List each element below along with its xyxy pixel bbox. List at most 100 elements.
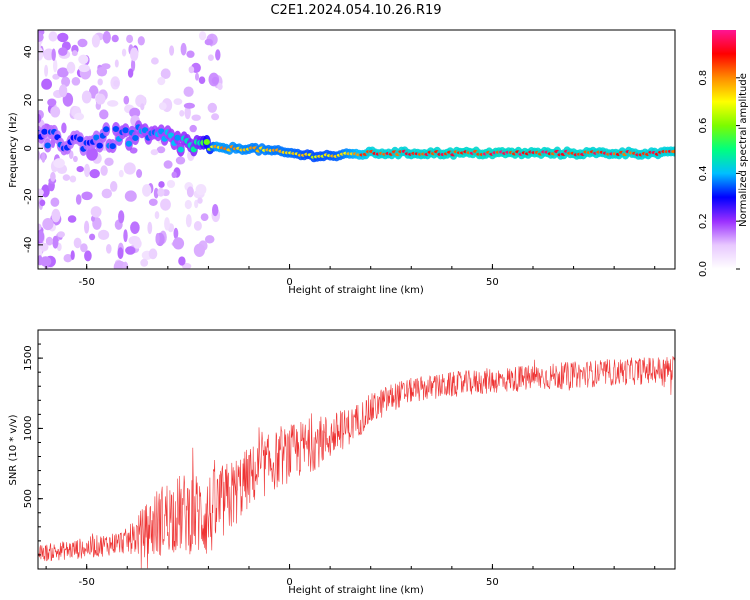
- heatmap-speckle: [175, 156, 186, 165]
- colorbar-tick-label: 0.6: [698, 118, 709, 134]
- heatmap-speckle: [198, 76, 206, 84]
- heatmap-speckle: [130, 47, 139, 62]
- heatmap-speckle: [184, 105, 191, 120]
- heatmap-speckle: [130, 221, 140, 234]
- heatmap-speckle: [50, 171, 56, 182]
- heatmap-speckle: [129, 107, 141, 118]
- heatmap-ridge-core: [44, 142, 51, 149]
- heatmap-speckle: [73, 237, 82, 249]
- heatmap-ridge-core: [203, 139, 210, 145]
- heatmap-speckle: [147, 221, 153, 235]
- heatmap-speckle: [39, 256, 52, 267]
- heatmap-speckle: [193, 243, 205, 257]
- heatmap-speckle: [45, 236, 54, 246]
- heatmap-speckle: [136, 169, 143, 178]
- heatmap-speckle: [84, 250, 92, 262]
- heatmap-ridge-core: [103, 126, 110, 133]
- heatmap-speckle: [191, 114, 201, 121]
- heatmap-speckle: [48, 31, 58, 42]
- heatmap-speckle: [204, 38, 213, 46]
- heatmap-speckle: [200, 213, 209, 222]
- heatmap-speckle: [90, 206, 102, 218]
- colorbar-tick-label: 0.4: [698, 165, 709, 181]
- heatmap-speckle: [180, 42, 187, 56]
- colorbar-tick-label: 0.0: [698, 261, 709, 277]
- heatmap-speckle: [39, 199, 46, 207]
- heatmap-speckle: [207, 54, 214, 61]
- heatmap-speckle: [195, 72, 199, 81]
- heatmap-speckle: [50, 106, 61, 118]
- heatmap-speckle: [217, 82, 223, 91]
- heatmap-speckle: [118, 210, 125, 224]
- snr-frame: [37, 329, 676, 570]
- colorbar-ticks: 0.0 0.2 0.4 0.6 0.8: [698, 70, 740, 277]
- heatmap-speckle: [89, 233, 96, 241]
- heatmap-speckle: [164, 217, 170, 231]
- heatmap-speckle: [38, 150, 41, 161]
- heatmap-speckle: [44, 64, 49, 77]
- heatmap-speckle: [57, 67, 69, 78]
- heatmap-ridge-core: [177, 146, 184, 153]
- heatmap-speckle: [91, 215, 95, 222]
- heatmap-speckle: [184, 199, 192, 210]
- heatmap-speckle: [160, 68, 171, 79]
- heatmap-speckle: [123, 95, 130, 105]
- heatmap-speckle: [173, 227, 179, 240]
- heatmap-speckle: [178, 256, 186, 266]
- snr-panel: -50 0 50 500 1000 1500 Height of straight lin…: [8, 329, 676, 596]
- heatmap-speckle: [107, 100, 119, 107]
- heatmap-speckle: [52, 235, 59, 249]
- heatmap-speckle: [81, 90, 92, 104]
- heatmap-speckle: [106, 244, 112, 254]
- heatmap-speckle: [91, 34, 100, 48]
- heatmap-speckle: [78, 64, 90, 73]
- heatmap-speckle: [99, 109, 109, 120]
- heatmap-ridge-core: [671, 149, 675, 154]
- heatmap-speckle: [66, 61, 76, 74]
- x-tick-label: -50: [79, 577, 95, 588]
- heatmap-speckle: [100, 165, 108, 176]
- heatmap-speckle: [197, 197, 203, 204]
- heatmap-speckle: [137, 36, 145, 46]
- heatmap-speckle: [118, 169, 124, 178]
- heatmap-speckle: [38, 46, 42, 54]
- heatmap-speckle: [188, 66, 195, 74]
- heatmap-speckle: [185, 214, 192, 228]
- heatmap-speckle: [140, 103, 145, 111]
- heatmap-speckle: [58, 84, 68, 98]
- spectrogram-frame: [37, 29, 676, 270]
- heatmap-ridge-core: [96, 142, 103, 149]
- heatmap-speckle: [126, 34, 134, 44]
- heatmap-speckle: [61, 76, 71, 88]
- heatmap-speckle: [73, 155, 78, 163]
- spectrogram-axes: -50 0 50 40 20 0 -20 -40: [23, 45, 656, 288]
- heatmap-speckle: [186, 50, 195, 58]
- heatmap-speckle: [50, 197, 60, 207]
- heatmap-speckle: [194, 199, 199, 209]
- colorbar-tick-label: 0.2: [698, 213, 709, 229]
- heatmap-speckle: [171, 171, 177, 178]
- heatmap-speckle: [211, 76, 219, 85]
- heatmap-speckle: [121, 48, 127, 57]
- heatmap-speckle: [78, 54, 89, 65]
- y-tick-label: 500: [23, 489, 34, 508]
- heatmap-speckle: [41, 78, 52, 90]
- heatmap-speckle: [195, 184, 207, 196]
- y-tick-label: -40: [23, 237, 34, 253]
- heatmap-speckle: [57, 231, 65, 238]
- heatmap-speckle: [148, 198, 158, 206]
- heatmap-ridge-core: [125, 140, 133, 147]
- heatmap-speckle: [160, 198, 171, 211]
- heatmap-speckle: [124, 190, 137, 202]
- heatmap-ridge-core: [132, 135, 139, 141]
- heatmap-speckle: [204, 235, 215, 244]
- heatmap-speckle: [156, 146, 166, 154]
- heatmap-speckle: [71, 77, 81, 86]
- heatmap-speckle: [102, 31, 111, 44]
- x-tick-label: 0: [286, 277, 292, 288]
- heatmap-speckle: [38, 223, 42, 231]
- heatmap-speckle: [131, 58, 136, 72]
- heatmap-speckle: [61, 122, 67, 134]
- heatmap-speckle: [97, 78, 103, 86]
- heatmap-speckle: [95, 93, 106, 105]
